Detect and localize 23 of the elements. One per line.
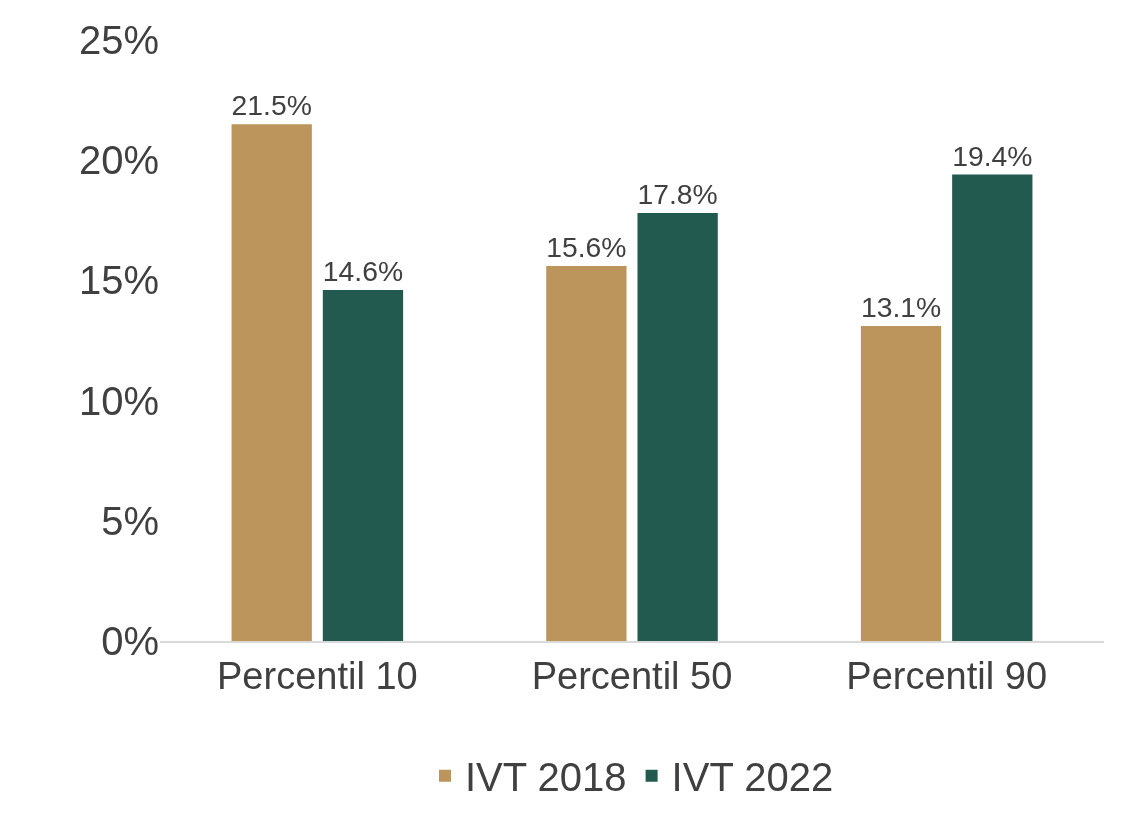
y-tick-label: 20% xyxy=(78,138,159,183)
legend-label: IVT 2018 xyxy=(465,755,627,800)
x-tick-label: Percentil 90 xyxy=(846,654,1048,697)
legend-label: IVT 2022 xyxy=(671,755,834,800)
bar xyxy=(322,290,404,641)
x-tick-label: Percentil 50 xyxy=(531,654,733,697)
bar xyxy=(546,265,627,641)
y-tick-label: 5% xyxy=(101,498,159,543)
bar xyxy=(231,124,312,641)
data-label: 19.4% xyxy=(952,139,1033,172)
bar xyxy=(952,174,1033,641)
y-tick-label: 0% xyxy=(101,619,159,663)
data-label: 17.8% xyxy=(637,178,718,211)
data-label: 15.6% xyxy=(546,231,627,264)
data-label: 21.5% xyxy=(231,89,312,122)
x-tick-label: Percentil 10 xyxy=(216,654,418,697)
y-tick-label: 25% xyxy=(78,18,159,62)
y-tick-label: 15% xyxy=(78,258,159,303)
bar xyxy=(637,213,718,641)
data-label: 14.6% xyxy=(322,255,404,288)
y-tick-label: 10% xyxy=(78,378,159,423)
bar xyxy=(860,326,942,641)
data-label: 13.1% xyxy=(860,291,942,324)
